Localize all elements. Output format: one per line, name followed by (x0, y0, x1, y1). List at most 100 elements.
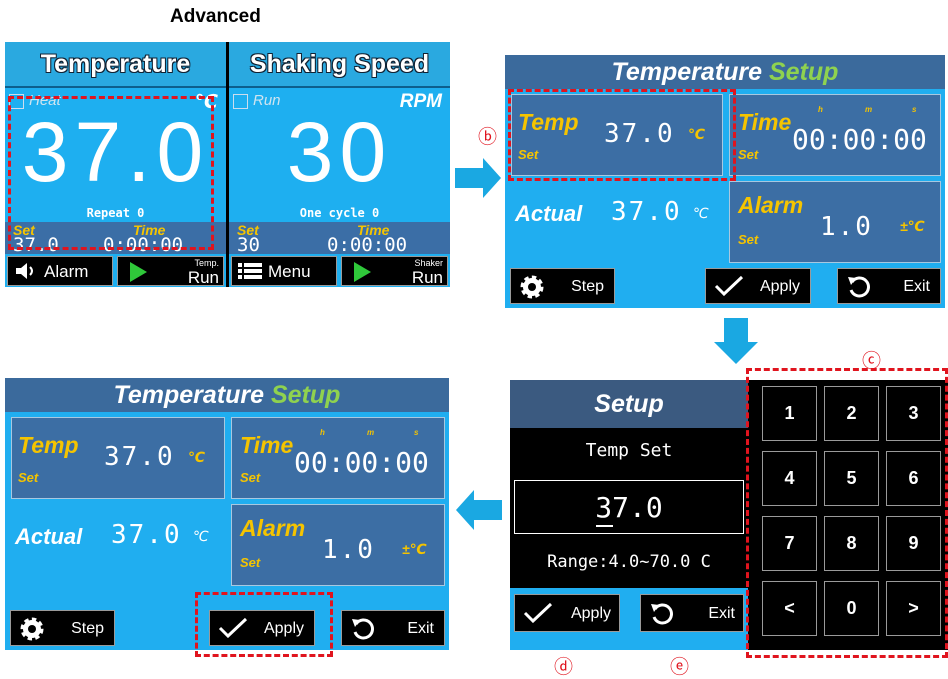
title: Setup (594, 390, 664, 418)
icon-undo (350, 616, 374, 645)
actual-unit: ℃ (693, 205, 709, 221)
key[interactable]: 2 (824, 386, 879, 441)
box-value: 1.0 (322, 535, 375, 565)
key[interactable]: 9 (886, 516, 941, 571)
icon-play (128, 261, 148, 288)
icon-undo (846, 274, 870, 303)
key[interactable]: 4 (762, 451, 817, 506)
icon-check (218, 616, 248, 643)
button-label: Run (411, 268, 443, 287)
box-label: Alarm (240, 515, 306, 541)
key[interactable]: 8 (824, 516, 879, 571)
actual-unit: ℃ (193, 528, 209, 544)
button: Temp. Run (117, 256, 224, 288)
box-value: 37.0 (604, 119, 675, 149)
box-label: Time (738, 109, 792, 135)
checkbox (233, 94, 248, 109)
button-label: Exit (708, 605, 735, 622)
setting-box: Alarm Set 1.0 ±℃ (729, 181, 941, 263)
box-sub: Set (738, 232, 759, 247)
time-unit: h (818, 105, 823, 114)
box-unit: ±℃ (900, 218, 925, 234)
icon-gear (519, 274, 545, 305)
key[interactable]: 1 (762, 386, 817, 441)
callout: ⓒ (862, 351, 882, 372)
key-label: 0 (846, 598, 857, 618)
button-label: Step (71, 620, 104, 637)
key-label: 8 (846, 533, 857, 553)
key[interactable]: < (762, 581, 817, 636)
highlight (508, 89, 736, 181)
box-value: 00:00:00 (792, 123, 927, 156)
header-text: Temperature (40, 50, 191, 78)
time-unit: m (865, 105, 873, 114)
box-sub: Set (240, 555, 261, 570)
time-label: Time (357, 222, 390, 238)
highlight (746, 368, 948, 658)
button: Step (510, 268, 615, 304)
title-accent: Setup (769, 58, 839, 86)
key[interactable]: 3 (886, 386, 941, 441)
button: Alarm (7, 256, 113, 286)
time-unit: s (414, 428, 419, 437)
button-small: Shaker (414, 258, 443, 268)
button: Exit (837, 268, 941, 304)
box-label: Alarm (738, 192, 804, 218)
box-unit: ℃ (188, 449, 205, 465)
key-label: > (908, 598, 919, 618)
keypad-screen: Setup Temp Set 37.0 Range:4.0~70.0 C Apply Ex… (510, 380, 948, 650)
box-sub: Set (738, 147, 759, 162)
key[interactable]: 0 (824, 581, 879, 636)
key[interactable]: > (886, 581, 941, 636)
checkbox-label: Run (253, 92, 281, 109)
header: Temperature Setup (5, 378, 449, 412)
callout: ⓑ (478, 127, 498, 148)
icon-menu (238, 261, 262, 286)
key-label: 5 (846, 468, 857, 488)
box-value: 1.0 (820, 212, 873, 242)
screen-half: Shaking Speed Run RPM 30 One cycle 0 Set Time 3… (229, 42, 450, 287)
set-value: 30 (237, 234, 260, 256)
button: Apply (514, 594, 620, 632)
time-unit: h (320, 428, 325, 437)
setting-box: Time Set h m s 00:00:00 (729, 94, 941, 176)
counter: One cycle 0 (299, 206, 380, 220)
big-value: 37.0 (21, 105, 210, 199)
highlight (8, 96, 214, 250)
box-sub: Set (240, 470, 261, 485)
box-sub: Set (18, 470, 39, 485)
key-label: 9 (908, 533, 919, 553)
time-unit: s (912, 105, 917, 114)
box-label: Time (240, 432, 294, 458)
title: Temperature Setup (505, 58, 945, 87)
button: Apply (705, 268, 811, 304)
box-unit: ±℃ (402, 541, 427, 557)
callout: ⓔ (670, 657, 690, 678)
set-value: 37.0 (13, 234, 59, 256)
box-value: 00:00:00 (294, 446, 429, 479)
highlight (195, 592, 333, 657)
key[interactable]: 7 (762, 516, 817, 571)
key[interactable]: 5 (824, 451, 879, 506)
button-small: Temp. (194, 258, 219, 268)
main-screen: Temperature Heat ℃ 37.0 Repeat 0 Set Time 37.0 0… (5, 42, 450, 287)
header-text: Shaking Speed (249, 50, 430, 78)
set-label: Set (237, 222, 259, 238)
button-label: Step (571, 278, 604, 295)
key[interactable]: 6 (886, 451, 941, 506)
key-label: 2 (846, 403, 857, 423)
actual-value: 37.0 (111, 520, 182, 550)
callout: ⓓ (554, 657, 574, 678)
box-label: Temp (518, 109, 579, 135)
title: Temperature Setup (5, 381, 449, 410)
button-label: Alarm (44, 262, 89, 281)
button-label: Run (187, 268, 219, 287)
icon-undo (649, 601, 673, 630)
cursor (596, 525, 613, 527)
actual-label: Actual (15, 524, 83, 549)
key-label: < (784, 598, 795, 618)
header: Setup (510, 380, 748, 428)
actual-value: 37.0 (611, 197, 682, 227)
input-box: 37.0 (514, 480, 744, 534)
range: Range:4.0~70.0 C (547, 552, 711, 572)
